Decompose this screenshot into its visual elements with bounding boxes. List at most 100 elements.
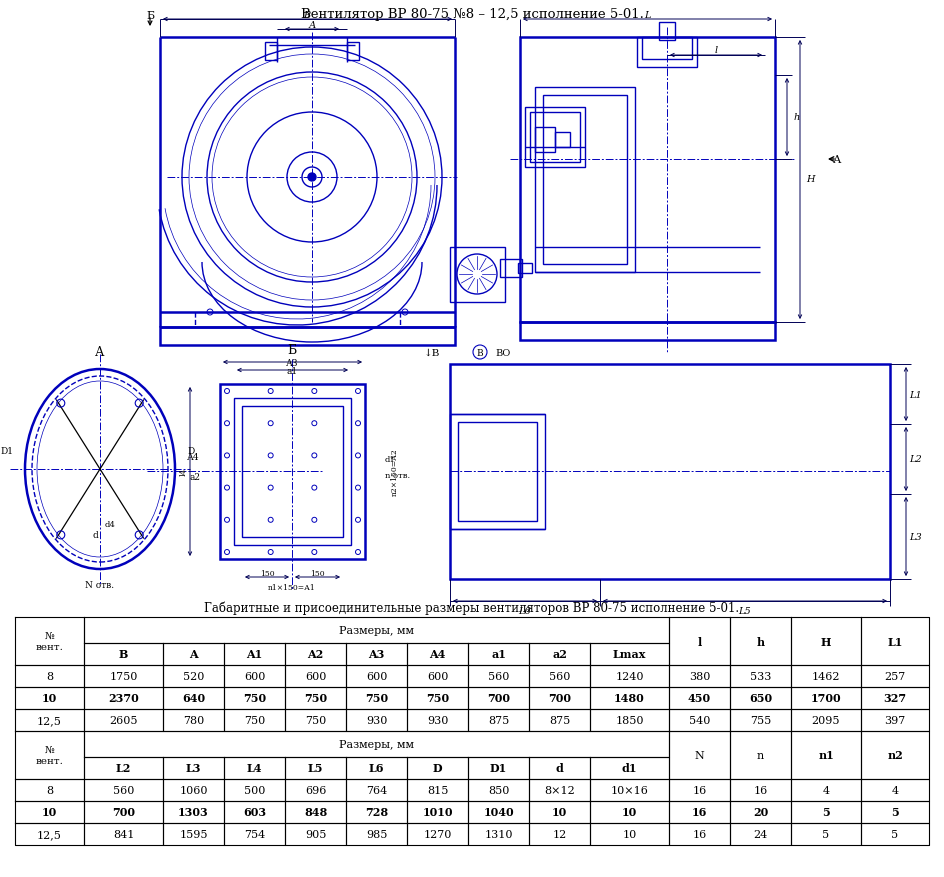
Text: 500: 500 [244, 785, 265, 795]
Text: 8: 8 [46, 671, 53, 681]
Text: А: А [95, 346, 105, 358]
Text: d1: d1 [385, 455, 396, 463]
Bar [520, 323, 775, 340]
Text: d4: d4 [105, 520, 115, 529]
Text: 750: 750 [426, 693, 449, 703]
Text: 754: 754 [244, 829, 265, 839]
Text: 1850: 1850 [615, 715, 644, 725]
Text: 533: 533 [750, 671, 771, 681]
Text: 1010: 1010 [422, 807, 453, 817]
Bar [347, 43, 359, 61]
Text: 560: 560 [548, 671, 570, 681]
Text: Lmax: Lmax [613, 649, 647, 660]
Text: 750: 750 [304, 693, 327, 703]
Bar [535, 128, 555, 153]
Text: 20: 20 [753, 807, 768, 817]
Text: 16: 16 [692, 807, 707, 817]
Text: L1: L1 [887, 636, 902, 646]
Text: 520: 520 [183, 671, 204, 681]
Text: n1×150=А1: n1×150=А1 [268, 583, 316, 591]
Text: 600: 600 [366, 671, 387, 681]
Text: А: А [833, 155, 841, 165]
Text: 930: 930 [427, 715, 448, 725]
Text: 4: 4 [891, 785, 899, 795]
Text: L6: L6 [518, 607, 531, 616]
Text: 1750: 1750 [110, 671, 138, 681]
Text: 10: 10 [622, 807, 637, 817]
Text: D: D [187, 447, 194, 456]
Text: h: h [794, 113, 801, 123]
Text: 841: 841 [113, 829, 134, 839]
Text: 750: 750 [244, 715, 265, 725]
Text: 10: 10 [622, 829, 636, 839]
Bar [160, 328, 455, 346]
Bar [220, 384, 365, 560]
Text: d: d [93, 530, 98, 538]
Text: A4: A4 [430, 649, 446, 660]
Bar [659, 23, 675, 41]
Text: №
вент.: № вент. [36, 631, 63, 651]
Text: ↓B: ↓B [424, 348, 440, 357]
Text: 8×12: 8×12 [544, 785, 575, 795]
Text: 848: 848 [304, 807, 328, 817]
Text: 397: 397 [885, 715, 905, 725]
Text: 750: 750 [243, 693, 266, 703]
Text: 327: 327 [884, 693, 906, 703]
Text: 1480: 1480 [615, 693, 645, 703]
Text: 16: 16 [692, 829, 707, 839]
Text: 650: 650 [749, 693, 772, 703]
Bar [450, 365, 890, 580]
Text: N отв.: N отв. [86, 581, 114, 590]
Text: Б: Б [287, 343, 296, 356]
Text: 764: 764 [366, 785, 387, 795]
Bar [458, 423, 537, 522]
Text: 12,5: 12,5 [37, 829, 62, 839]
Text: n отв.: n отв. [385, 472, 410, 480]
Text: BO: BO [495, 348, 511, 357]
Text: 2095: 2095 [812, 715, 840, 725]
Text: 5: 5 [891, 829, 899, 839]
Text: 700: 700 [548, 693, 571, 703]
Text: n: n [757, 750, 764, 760]
Text: H: H [806, 175, 815, 184]
Text: Размеры, мм: Размеры, мм [339, 625, 414, 635]
Text: l4: l4 [180, 467, 188, 475]
Bar [520, 38, 775, 323]
Text: 5: 5 [822, 807, 830, 817]
Text: 2370: 2370 [109, 693, 139, 703]
Bar [500, 260, 522, 278]
Text: D: D [432, 763, 443, 774]
Text: 450: 450 [688, 693, 711, 703]
Text: 540: 540 [689, 715, 710, 725]
Text: d: d [556, 763, 564, 774]
Text: D1: D1 [0, 447, 13, 456]
Text: 600: 600 [305, 671, 327, 681]
Text: L6: L6 [369, 763, 384, 774]
Bar [555, 132, 570, 148]
Text: 1700: 1700 [811, 693, 841, 703]
Text: №
вент.: № вент. [36, 745, 63, 765]
Text: A3: A3 [368, 649, 385, 660]
Text: 12: 12 [552, 829, 566, 839]
Bar [450, 247, 505, 303]
Text: 560: 560 [488, 671, 509, 681]
Text: 875: 875 [488, 715, 509, 725]
Text: 640: 640 [182, 693, 205, 703]
Text: 750: 750 [305, 715, 326, 725]
Text: d1: d1 [622, 763, 637, 774]
Bar [242, 407, 343, 538]
Text: 1595: 1595 [179, 829, 208, 839]
Text: 1270: 1270 [423, 829, 451, 839]
Text: L1: L1 [910, 390, 922, 399]
Text: 16: 16 [692, 785, 707, 795]
Text: B: B [119, 649, 128, 660]
Text: В: В [303, 11, 311, 19]
Text: A1: A1 [246, 649, 262, 660]
Bar [535, 88, 635, 273]
Bar [450, 415, 545, 530]
Text: L4: L4 [246, 763, 262, 774]
Text: 905: 905 [305, 829, 327, 839]
Text: L3: L3 [186, 763, 201, 774]
Bar [518, 264, 532, 274]
Text: H: H [821, 636, 831, 646]
